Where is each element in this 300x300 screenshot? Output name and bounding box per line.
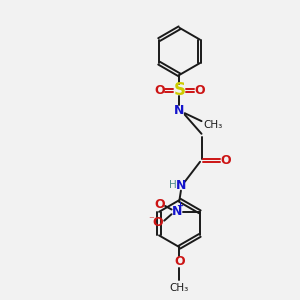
Text: O: O xyxy=(154,198,164,211)
Text: O: O xyxy=(152,216,163,229)
Text: S: S xyxy=(173,81,185,99)
Text: N: N xyxy=(176,179,186,192)
Text: O: O xyxy=(174,255,185,268)
Text: O: O xyxy=(154,84,165,97)
Text: O: O xyxy=(194,84,205,97)
Text: N: N xyxy=(174,104,184,117)
Text: H: H xyxy=(169,180,177,190)
Text: +: + xyxy=(176,201,183,210)
Text: O: O xyxy=(220,154,231,167)
Text: N: N xyxy=(172,205,182,218)
Text: ⁻: ⁻ xyxy=(148,216,154,226)
Text: CH₃: CH₃ xyxy=(170,283,189,293)
Text: CH₃: CH₃ xyxy=(203,120,222,130)
